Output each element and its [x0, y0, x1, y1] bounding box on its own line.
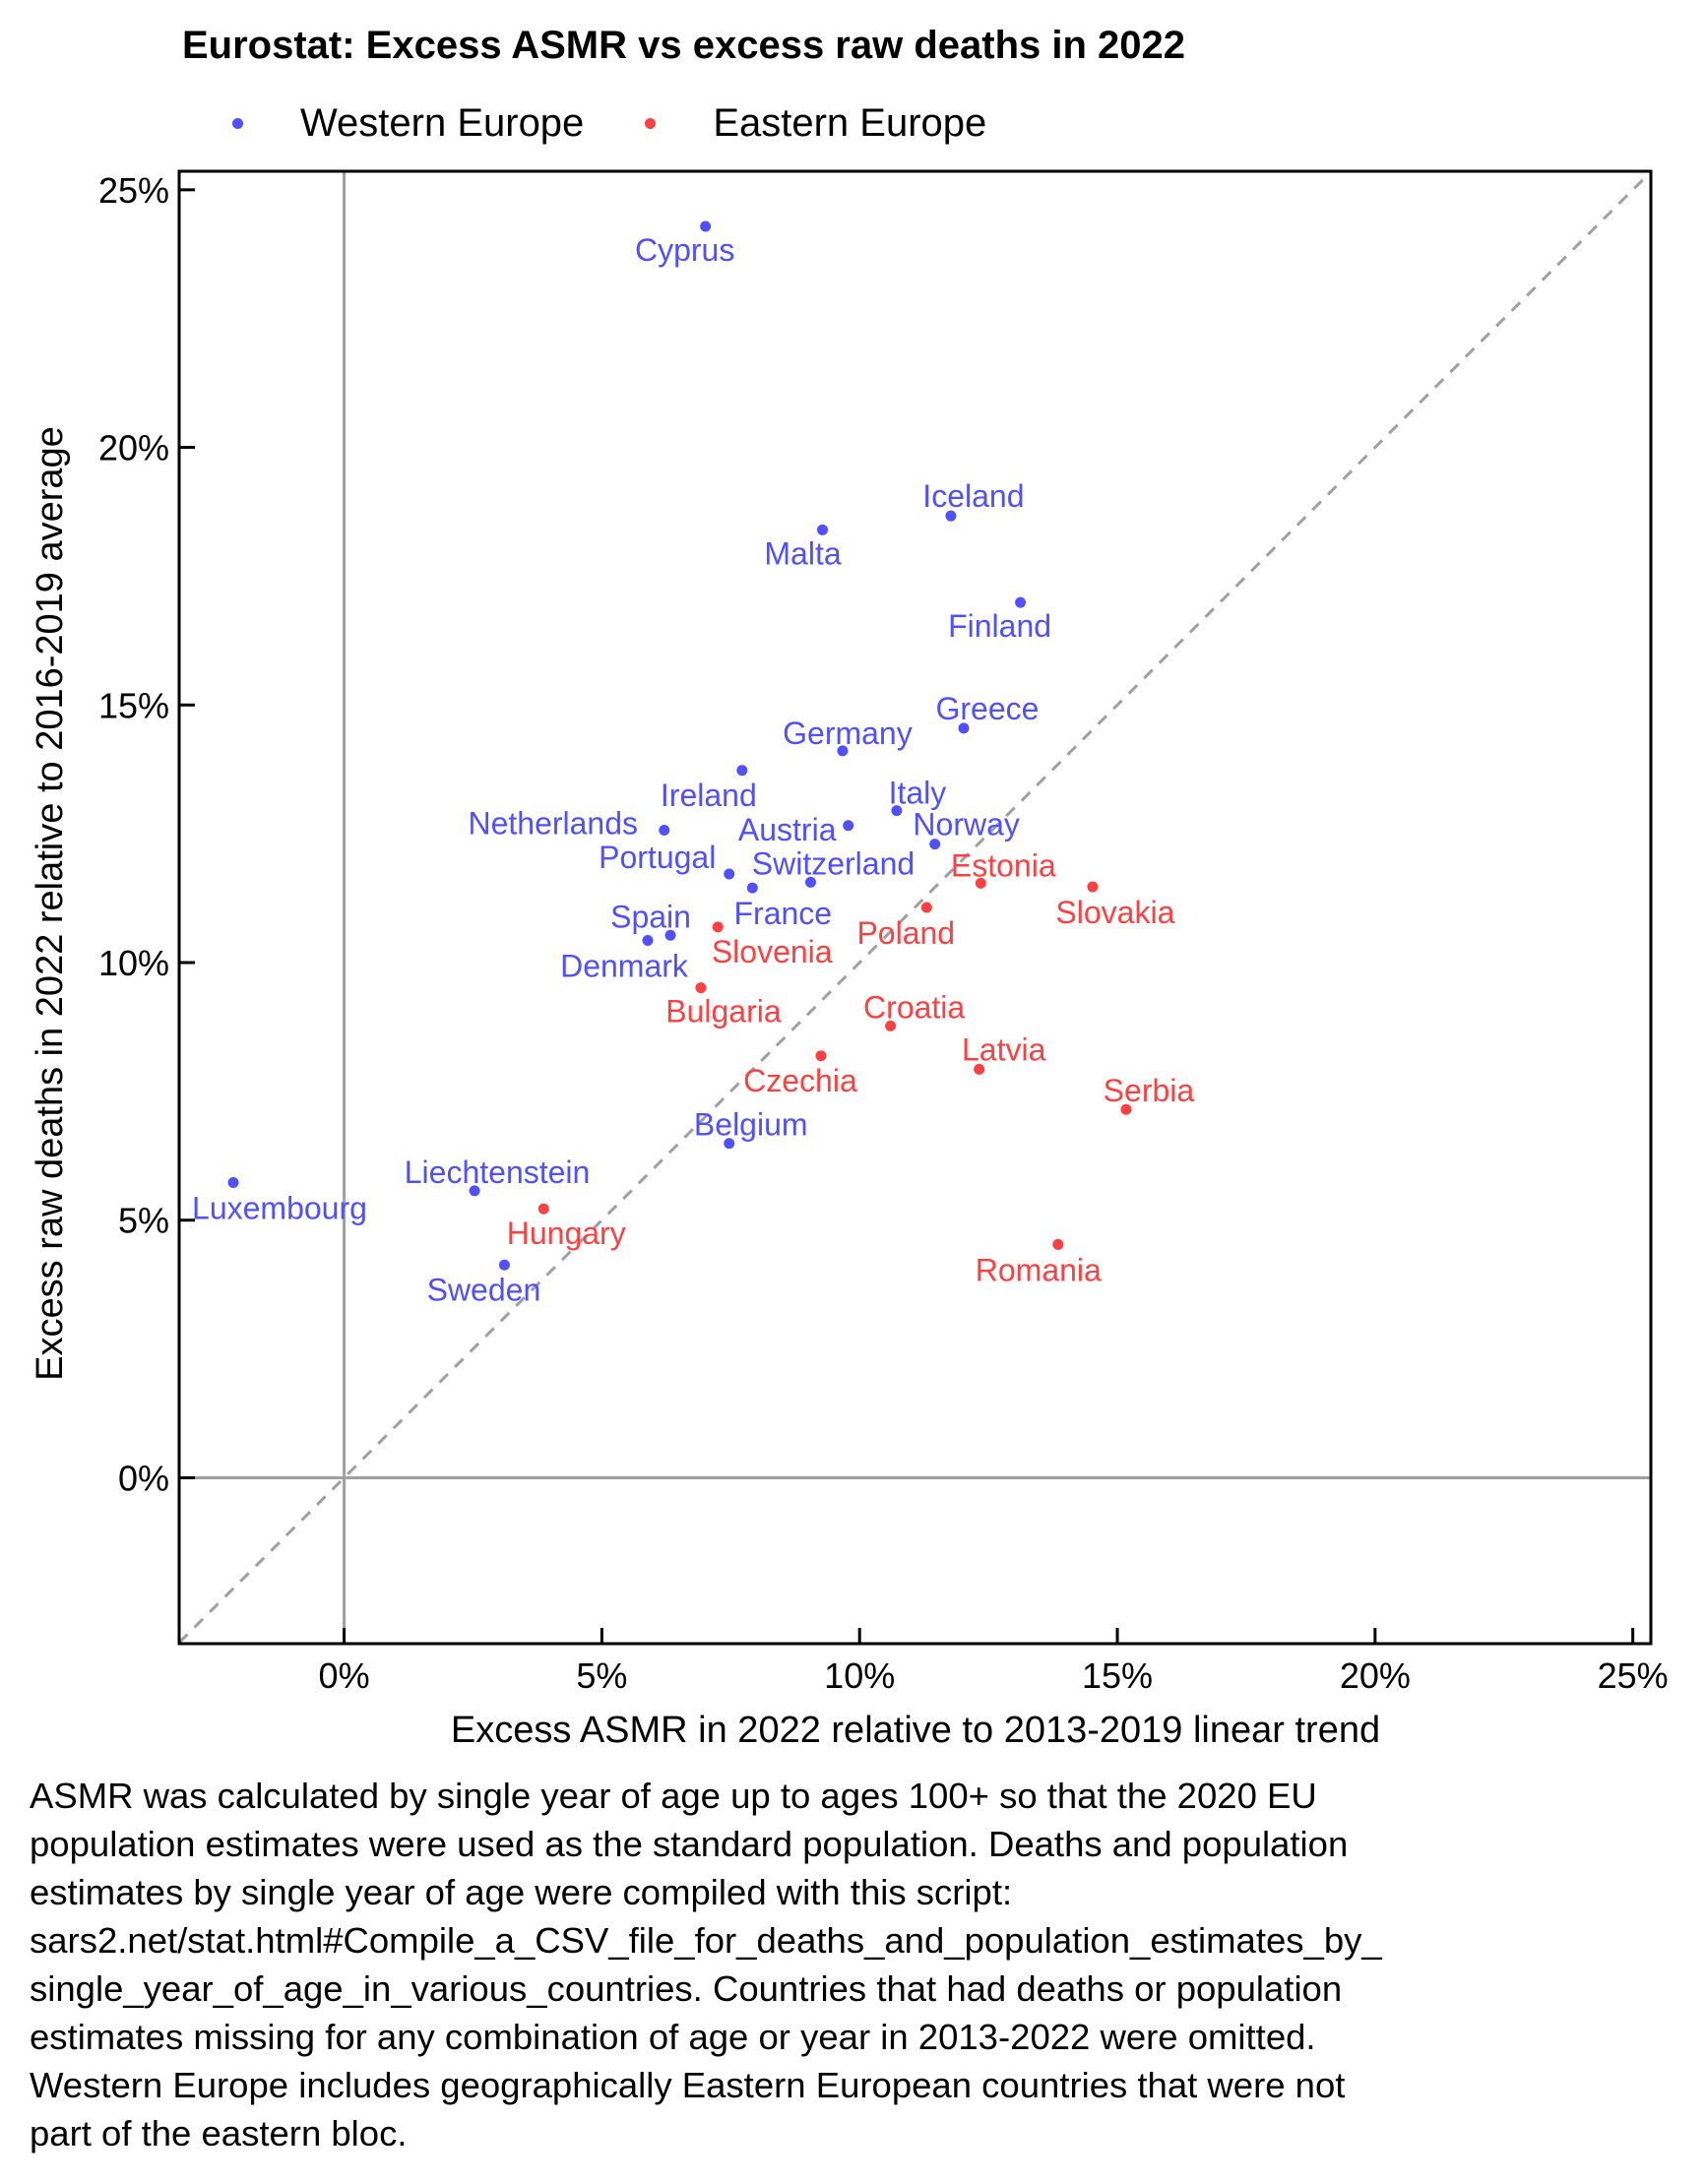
point-czechia [815, 1050, 827, 1062]
reference-lines [177, 170, 1653, 1645]
point-croatia [885, 1020, 897, 1031]
y-tick-label: 15% [98, 685, 169, 725]
chart-title: Eurostat: Excess ASMR vs excess raw deat… [182, 24, 1186, 67]
label-croatia: Croatia [863, 989, 965, 1025]
point-liechtenstein [469, 1185, 480, 1197]
y-axis-label: Excess raw deaths in 2022 relative to 20… [30, 426, 71, 1381]
data-labels: Cyprus Iceland Malta Finland Greece Germany Ir… [192, 232, 1194, 1307]
point-netherlands [659, 824, 670, 836]
point-slovakia [1087, 881, 1099, 893]
point-germany [837, 745, 849, 757]
x-tick-label: 25% [1598, 1655, 1669, 1696]
label-ireland: Ireland [661, 778, 757, 813]
point-austria [843, 820, 854, 832]
y-tick-label: 20% [98, 428, 169, 468]
label-slovenia: Slovenia [712, 934, 833, 969]
footnote: ASMR was calculated by single year of ag… [30, 1776, 1382, 2153]
point-denmark [642, 935, 654, 947]
point-greece [958, 722, 970, 734]
point-spain [664, 929, 676, 941]
x-tick-label: 20% [1340, 1655, 1411, 1696]
label-cyprus: Cyprus [635, 232, 734, 268]
label-poland: Poland [856, 915, 955, 951]
label-denmark: Denmark [560, 949, 689, 984]
point-sweden [498, 1259, 510, 1271]
legend-item-eastern-europe: Eastern Europe [645, 101, 986, 146]
label-czechia: Czechia [743, 1063, 857, 1098]
point-italy [891, 805, 903, 817]
y-tick-label: 25% [98, 170, 169, 211]
label-italy: Italy [889, 776, 947, 811]
point-estonia [975, 877, 986, 889]
y-tick-label: 0% [118, 1458, 169, 1498]
label-liechtenstein: Liechtenstein [405, 1154, 591, 1190]
label-spain: Spain [610, 899, 691, 934]
point-romania [1052, 1238, 1064, 1250]
legend-label-western-europe: Western Europe [300, 100, 585, 145]
label-portugal: Portugal [599, 840, 716, 875]
label-france: France [733, 896, 832, 931]
legend-item-western-europe: Western Europe [232, 101, 584, 146]
x-axis-label: Excess ASMR in 2022 relative to 2013-201… [451, 1710, 1380, 1751]
y-tick-label: 5% [118, 1201, 169, 1241]
label-romania: Romania [976, 1252, 1102, 1287]
legend-dot-western-europe [232, 117, 243, 129]
label-serbia: Serbia [1104, 1073, 1195, 1108]
point-ireland [736, 765, 748, 777]
label-bulgaria: Bulgaria [665, 994, 782, 1030]
legend: Western Europe Eastern Europe [232, 98, 1047, 148]
point-belgium [724, 1138, 735, 1150]
x-tick-label: 10% [824, 1655, 895, 1696]
point-malta [817, 524, 829, 535]
x-tick-label: 5% [576, 1655, 627, 1696]
legend-label-eastern-europe: Eastern Europe [713, 100, 987, 145]
label-malta: Malta [764, 535, 841, 571]
label-netherlands: Netherlands [468, 805, 638, 841]
point-slovenia [712, 921, 724, 933]
label-slovakia: Slovakia [1055, 895, 1174, 930]
point-serbia [1120, 1103, 1132, 1115]
point-luxembourg [227, 1177, 239, 1189]
label-germany: Germany [783, 716, 913, 751]
point-cyprus [700, 220, 712, 232]
identity-diagonal-line [177, 170, 1653, 1645]
x-tick-label: 0% [319, 1655, 370, 1696]
point-finland [1015, 596, 1027, 608]
label-greece: Greece [936, 691, 1040, 726]
point-france [746, 882, 758, 894]
axis-ticks: 0% 5% 10% 15% 20% 25% 0% 5% 10% 15% 20% 25% [98, 170, 1669, 1696]
label-switzerland: Switzerland [752, 845, 915, 881]
point-norway [929, 839, 941, 850]
label-hungary: Hungary [507, 1216, 626, 1251]
label-estonia: Estonia [951, 847, 1056, 883]
point-switzerland [804, 876, 816, 888]
label-iceland: Iceland [922, 478, 1024, 514]
label-luxembourg: Luxembourg [192, 1191, 367, 1226]
label-latvia: Latvia [962, 1031, 1046, 1067]
y-tick-label: 10% [98, 943, 169, 983]
label-sweden: Sweden [427, 1272, 541, 1307]
point-hungary [537, 1203, 549, 1215]
label-belgium: Belgium [694, 1107, 808, 1143]
label-finland: Finland [948, 608, 1051, 644]
point-latvia [974, 1063, 985, 1075]
scatter-chart: Cyprus Iceland Malta Finland Greece Germany Ir… [30, 169, 1669, 1751]
data-points [227, 220, 1132, 1271]
x-tick-label: 15% [1082, 1655, 1153, 1696]
plot-frame [177, 169, 1653, 1646]
point-poland [920, 902, 932, 913]
label-austria: Austria [738, 812, 837, 847]
legend-dot-eastern-europe [645, 117, 657, 129]
point-iceland [945, 510, 957, 522]
point-portugal [724, 868, 735, 880]
point-bulgaria [695, 982, 707, 994]
label-norway: Norway [913, 807, 1019, 842]
